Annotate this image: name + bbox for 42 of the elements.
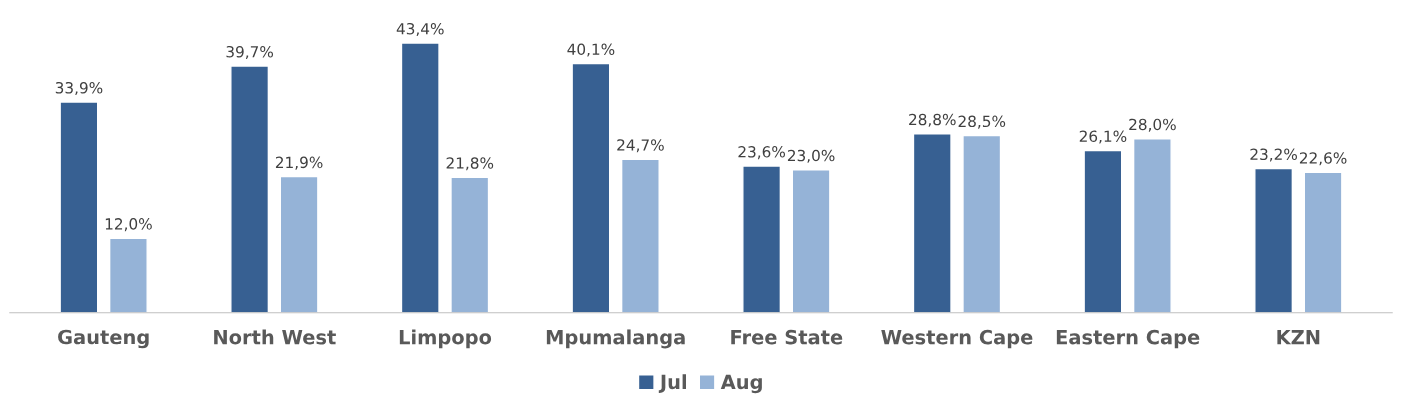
data-label: 40,1% (567, 43, 615, 57)
bar (1303, 171, 1343, 313)
bar (912, 133, 952, 313)
bar (742, 165, 782, 313)
data-label: 26,1% (1079, 130, 1127, 144)
x-tick-label: North West (214, 329, 336, 345)
bar (571, 62, 611, 313)
data-label: 23,0% (787, 149, 835, 163)
x-tick-label: Limpopo (399, 329, 492, 349)
x-tick-label: Western Cape (881, 329, 1033, 349)
bar (1132, 138, 1172, 313)
bar (962, 134, 1002, 313)
legend-label: Jul (658, 374, 686, 393)
data-label: 24,7% (617, 139, 664, 153)
bar (400, 42, 440, 313)
data-label: 28,0% (1129, 118, 1176, 132)
data-label: 23,2% (1250, 148, 1297, 162)
bar (450, 176, 490, 313)
data-label: 28,8% (909, 113, 956, 127)
bar (791, 169, 831, 313)
x-tick-label: Eastern Cape (1056, 329, 1200, 349)
x-tick-label: Gauteng (58, 329, 149, 349)
data-label: 21,8% (446, 157, 494, 171)
legend-label: Aug (720, 374, 762, 394)
data-label: 43,4% (396, 22, 444, 37)
data-label: 33,9% (55, 81, 103, 96)
bar (1254, 167, 1294, 313)
x-tick-label: Free State (731, 329, 843, 345)
bar (230, 65, 270, 313)
data-label: 39,7% (226, 45, 274, 60)
bar (620, 158, 660, 313)
x-tick-label: KZN (1277, 330, 1320, 345)
bar (279, 175, 319, 313)
x-tick-label: Mpumalanga (546, 329, 685, 349)
bar (59, 101, 99, 313)
data-label: 12,0% (105, 218, 152, 232)
data-label: 21,9% (275, 156, 323, 170)
data-label: 23,6% (738, 146, 786, 160)
bar (1083, 149, 1123, 313)
data-label: 22,6% (1299, 152, 1347, 166)
data-label: 28,5% (958, 115, 1006, 129)
bar (108, 237, 148, 313)
